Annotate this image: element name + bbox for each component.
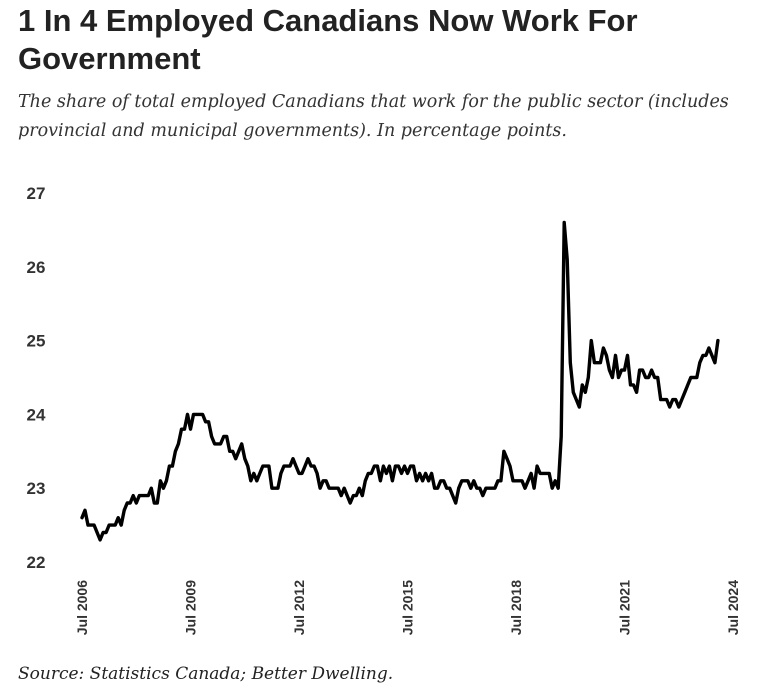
plot-area [80, 220, 720, 542]
chart-title: 1 In 4 Employed Canadians Now Work For G… [18, 3, 638, 76]
y-tick-label: 23 [27, 479, 46, 498]
y-axis: 22 23 24 25 26 27 [27, 184, 46, 572]
x-tick-label: Jul 2009 [183, 580, 199, 635]
series-line [80, 220, 720, 542]
x-axis: Jul 2006 Jul 2009 Jul 2012 Jul 2015 Jul 2018… [74, 580, 741, 635]
x-tick-label: Jul 2024 [725, 580, 741, 635]
y-tick-label: 22 [27, 553, 46, 572]
x-tick-label: Jul 2012 [291, 580, 307, 635]
x-tick-label: Jul 2021 [617, 580, 633, 635]
x-tick-label: Jul 2018 [508, 580, 524, 635]
y-tick-label: 26 [27, 258, 46, 277]
y-tick-label: 27 [27, 184, 46, 203]
x-tick-label: Jul 2015 [400, 580, 416, 635]
y-tick-label: 24 [27, 405, 46, 424]
chart-source: Source: Statistics Canada; Better Dwelli… [18, 664, 394, 684]
chart-subtitle: The share of total employed Canadians th… [18, 92, 729, 141]
x-tick-label: Jul 2006 [74, 580, 90, 635]
y-tick-label: 25 [27, 332, 46, 351]
